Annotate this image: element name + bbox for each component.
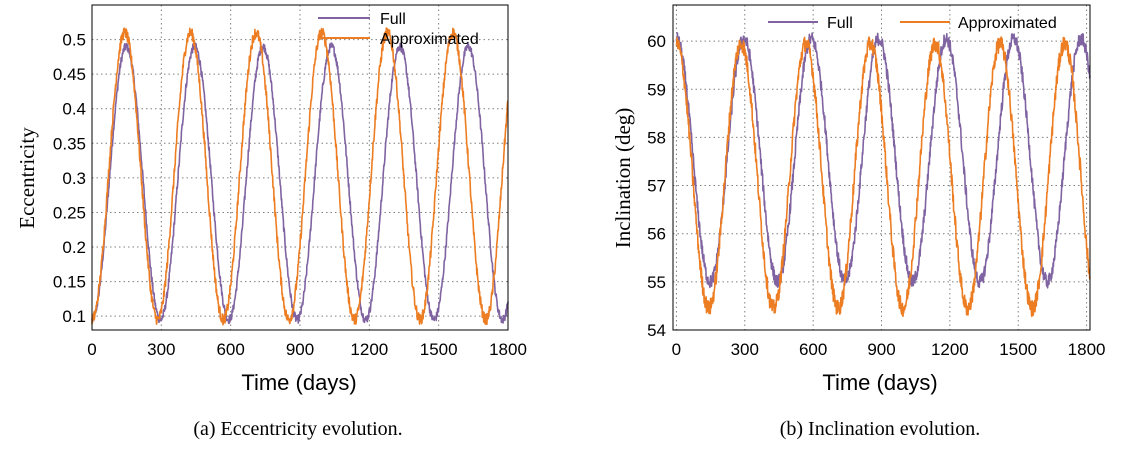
legend-label-approximated: Approximated <box>958 15 1057 32</box>
x-tick-label: 600 <box>216 340 244 359</box>
y-tick-labels: 0.1 0.15 0.2 0.25 0.3 0.35 0.4 0.45 0.5 <box>53 31 86 327</box>
y-axis-label: Inclination (deg) <box>611 108 635 249</box>
x-axis-label: Time (days) <box>241 370 356 395</box>
grid-lines <box>92 5 508 330</box>
caption: (a) Eccentricity evolution. <box>193 418 402 440</box>
x-tick-label: 0 <box>672 340 681 359</box>
y-tick-label: 0.5 <box>62 31 86 50</box>
y-tick-label: 0.45 <box>53 65 86 84</box>
y-tick-label: 0.35 <box>53 134 86 153</box>
inclination-panel: 0 300 600 900 1200 1500 1800 54 55 56 57 58 59 60 Ti… <box>611 4 1106 440</box>
x-tick-label: 1800 <box>1068 340 1106 359</box>
x-tick-label: 1200 <box>931 340 969 359</box>
y-tick-label: 60 <box>647 32 666 51</box>
x-tick-label: 600 <box>799 340 827 359</box>
y-tick-label: 0.3 <box>62 169 86 188</box>
series-lines <box>91 27 509 326</box>
series-lines <box>675 32 1091 318</box>
x-tick-label: 300 <box>147 340 175 359</box>
plot-frame <box>672 4 1091 331</box>
x-tick-label: 1500 <box>999 340 1037 359</box>
y-tick-label: 54 <box>647 321 666 340</box>
legend: Full Approximated <box>768 15 1057 32</box>
x-tick-label: 1800 <box>489 340 527 359</box>
x-tick-label: 900 <box>867 340 895 359</box>
x-axis-label: Time (days) <box>822 370 937 395</box>
y-tick-label: 0.15 <box>53 273 86 292</box>
x-tick-labels: 0 300 600 900 1200 1500 1800 <box>672 340 1106 359</box>
y-tick-label: 0.1 <box>62 307 86 326</box>
y-tick-label: 58 <box>647 128 666 147</box>
x-tick-labels: 0 300 600 900 1200 1500 1800 <box>87 340 527 359</box>
series-line-approximated <box>91 27 509 326</box>
caption: (b) Inclination evolution. <box>780 418 981 440</box>
y-tick-label: 55 <box>647 273 666 292</box>
series-line-full <box>91 42 509 325</box>
y-tick-label: 56 <box>647 225 666 244</box>
series-line-full <box>675 32 1091 289</box>
plot-frame <box>91 4 509 331</box>
y-tick-labels: 54 55 56 57 58 59 60 <box>647 32 666 340</box>
y-tick-label: 0.4 <box>62 100 86 119</box>
x-tick-label: 1200 <box>350 340 388 359</box>
y-axis-label: Eccentricity <box>15 127 39 229</box>
y-tick-label: 57 <box>647 177 666 196</box>
eccentricity-panel: 0 300 600 900 1200 1500 1800 0.1 0.15 0.2 0.25 0.3… <box>15 4 527 440</box>
legend: Full Approximated <box>318 11 479 48</box>
series-line-approximated <box>675 36 1091 318</box>
x-tick-label: 1500 <box>420 340 458 359</box>
legend-label-approximated: Approximated <box>380 31 479 48</box>
y-tick-label: 0.25 <box>53 203 86 222</box>
x-tick-label: 0 <box>87 340 96 359</box>
x-tick-label: 900 <box>286 340 314 359</box>
legend-label-full: Full <box>827 15 853 32</box>
x-tick-label: 300 <box>731 340 759 359</box>
y-tick-label: 0.2 <box>62 238 86 257</box>
y-tick-label: 59 <box>647 80 666 99</box>
legend-label-full: Full <box>380 11 406 28</box>
